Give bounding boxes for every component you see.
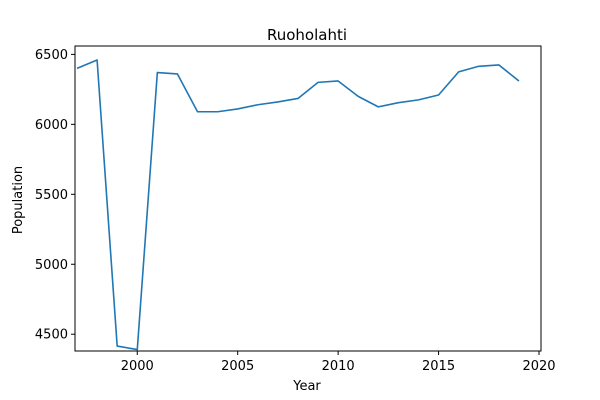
plot-area: 2000 2005 2010 2015 2020 4500 5000 5500 6000 650… [35,45,556,374]
x-tick-label: 2010 [322,359,355,374]
x-tick-label: 2000 [121,359,154,374]
x-tick-label: 2005 [221,359,254,374]
y-tick-label: 6000 [35,118,68,133]
y-tick-label: 5500 [35,188,68,203]
x-axis-ticks: 2000 2005 2010 2015 2020 [121,351,556,374]
y-axis-ticks: 4500 5000 5500 6000 6500 [35,48,75,343]
x-axis-label: Year [292,379,321,394]
y-tick-label: 6500 [35,48,68,63]
y-tick-label: 4500 [35,328,68,343]
y-tick-label: 5000 [35,258,68,273]
x-tick-label: 2020 [522,359,555,374]
chart-title: Ruoholahti [267,26,347,44]
y-axis-label: Population [11,166,26,234]
population-series-line [76,59,520,351]
axes-frame [74,45,542,352]
x-tick-label: 2015 [422,359,455,374]
